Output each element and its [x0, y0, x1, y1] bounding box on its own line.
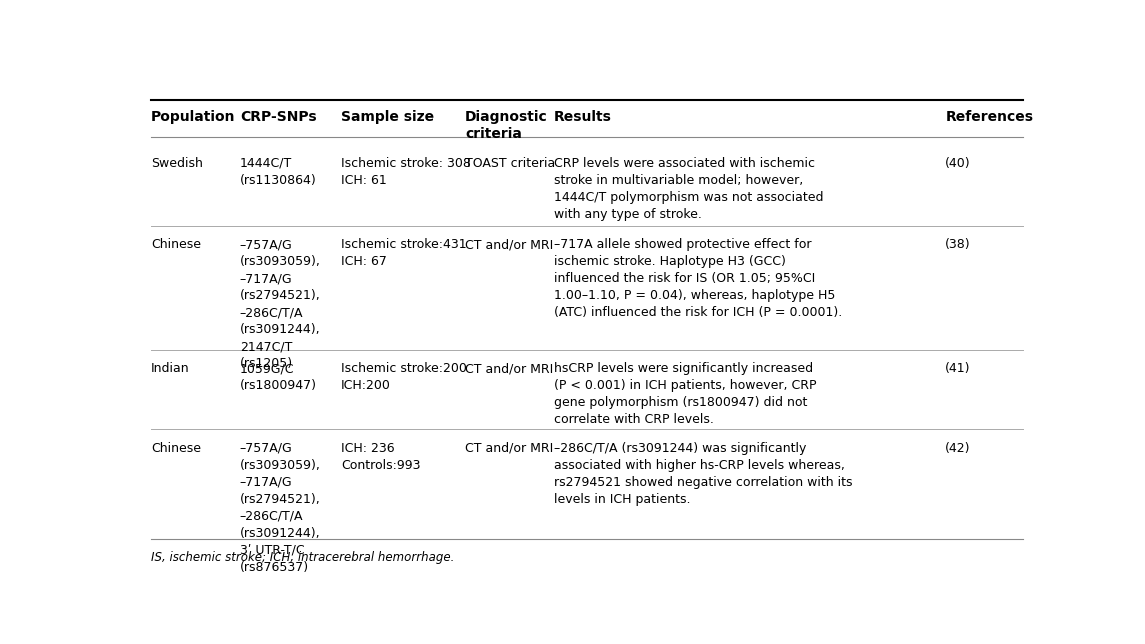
Text: (38): (38) — [946, 238, 971, 251]
Text: 1059G/C
(rs1800947): 1059G/C (rs1800947) — [239, 363, 317, 392]
Text: CT and/or MRI: CT and/or MRI — [465, 238, 553, 251]
Text: Sample size: Sample size — [341, 109, 434, 124]
Text: –757A/G
(rs3093059),
–717A/G
(rs2794521),
–286C/T/A
(rs3091244),
3ʹ UTR-T/C
(rs8: –757A/G (rs3093059), –717A/G (rs2794521)… — [239, 442, 321, 574]
Text: Ischemic stroke:200
ICH:200: Ischemic stroke:200 ICH:200 — [341, 363, 467, 392]
Text: –757A/G
(rs3093059),
–717A/G
(rs2794521),
–286C/T/A
(rs3091244),
2147C/T
(rs1205: –757A/G (rs3093059), –717A/G (rs2794521)… — [239, 238, 321, 370]
Text: Ischemic stroke: 308
ICH: 61: Ischemic stroke: 308 ICH: 61 — [341, 156, 471, 187]
Text: (41): (41) — [946, 363, 971, 375]
Text: Chinese: Chinese — [151, 442, 202, 455]
Text: (42): (42) — [946, 442, 971, 455]
Text: ICH: 236
Controls:993: ICH: 236 Controls:993 — [341, 442, 420, 472]
Text: –717A allele showed protective effect for
ischemic stroke. Haplotype H3 (GCC)
in: –717A allele showed protective effect fo… — [554, 238, 843, 319]
Text: References: References — [946, 109, 1033, 124]
Text: CT and/or MRI: CT and/or MRI — [465, 442, 553, 455]
Text: Population: Population — [151, 109, 236, 124]
Text: Results: Results — [554, 109, 611, 124]
Text: Diagnostic
criteria: Diagnostic criteria — [465, 109, 548, 141]
Text: Chinese: Chinese — [151, 238, 202, 251]
Text: Indian: Indian — [151, 363, 190, 375]
Text: IS, ischemic stroke; ICH, intracerebral hemorrhage.: IS, ischemic stroke; ICH, intracerebral … — [151, 551, 455, 564]
Text: 1444C/T
(rs1130864): 1444C/T (rs1130864) — [239, 156, 317, 187]
Text: CT and/or MRI: CT and/or MRI — [465, 363, 553, 375]
Text: CRP-SNPs: CRP-SNPs — [239, 109, 316, 124]
Text: (40): (40) — [946, 156, 971, 169]
Text: TOAST criteria: TOAST criteria — [465, 156, 555, 169]
Text: Swedish: Swedish — [151, 156, 203, 169]
Text: CRP levels were associated with ischemic
stroke in multivariable model; however,: CRP levels were associated with ischemic… — [554, 156, 823, 221]
Text: hsCRP levels were significantly increased
(P < 0.001) in ICH patients, however, : hsCRP levels were significantly increase… — [554, 363, 816, 426]
Text: –286C/T/A (rs3091244) was significantly
associated with higher hs-CRP levels whe: –286C/T/A (rs3091244) was significantly … — [554, 442, 853, 506]
Text: Ischemic stroke:431
ICH: 67: Ischemic stroke:431 ICH: 67 — [341, 238, 467, 269]
